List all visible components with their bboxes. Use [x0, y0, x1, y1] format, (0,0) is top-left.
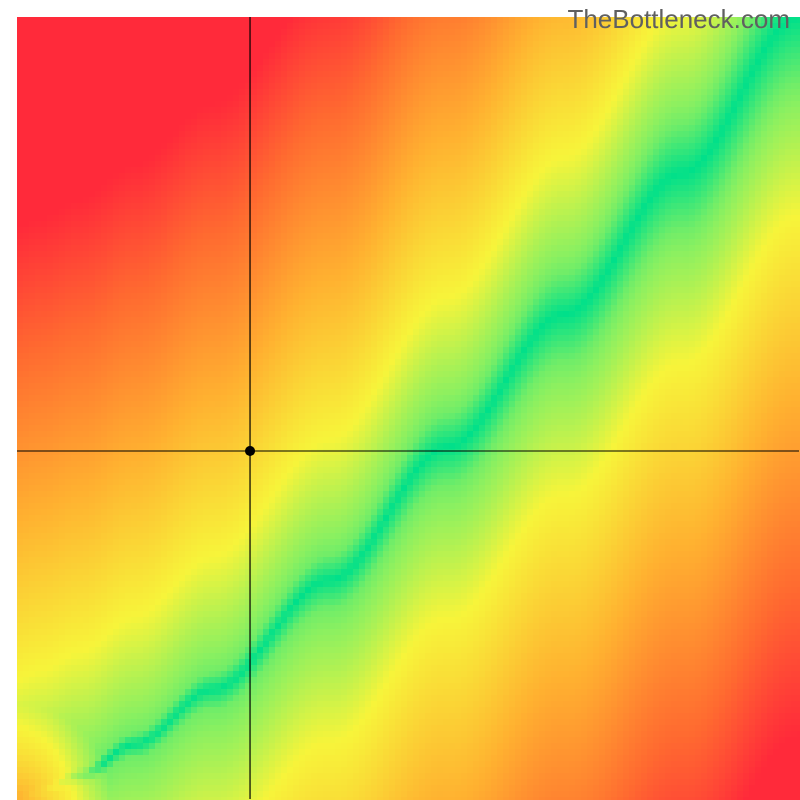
watermark-text: TheBottleneck.com	[567, 4, 790, 35]
bottleneck-heatmap	[0, 0, 800, 800]
